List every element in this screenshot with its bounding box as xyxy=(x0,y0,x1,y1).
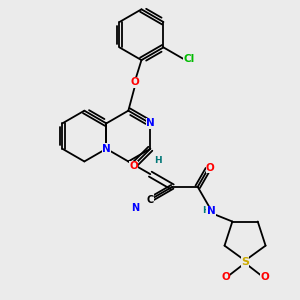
Text: C: C xyxy=(147,194,154,205)
Text: S: S xyxy=(241,257,249,267)
Text: O: O xyxy=(260,272,269,282)
Text: N: N xyxy=(207,206,215,216)
Text: O: O xyxy=(221,272,230,282)
Text: H: H xyxy=(154,157,162,166)
Text: H: H xyxy=(202,206,210,215)
Text: N: N xyxy=(102,144,111,154)
Text: O: O xyxy=(130,77,139,87)
Text: Cl: Cl xyxy=(183,54,194,64)
Text: N: N xyxy=(146,118,155,128)
Text: O: O xyxy=(206,163,215,173)
Text: O: O xyxy=(129,161,138,172)
Text: N: N xyxy=(131,203,139,213)
